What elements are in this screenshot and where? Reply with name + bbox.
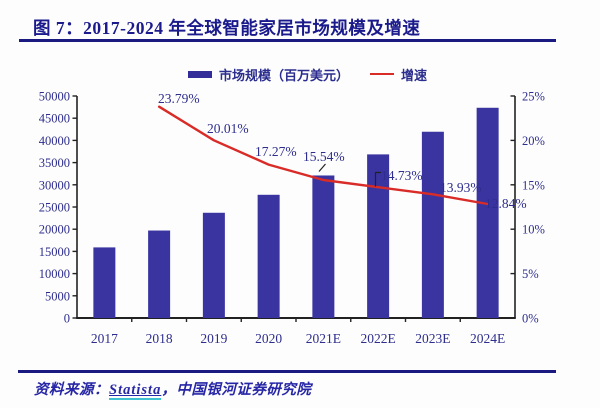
chart-canvas: 0 5000 10000 15000 20000 25000 30000 35000 40000…	[39, 90, 545, 347]
line-legend-label: 增速	[401, 67, 428, 83]
bar-2024E	[476, 107, 499, 319]
title-prefix: 图 7：2017-2024 年全球	[33, 18, 223, 38]
bar-legend-swatch	[188, 70, 212, 78]
left-tick-label: 20000	[39, 223, 70, 237]
left-tick-label: 45000	[39, 112, 70, 126]
leader-line	[374, 171, 381, 187]
source-label: 资料来源：	[34, 382, 109, 398]
bar-2022E	[367, 154, 390, 318]
growth-label: 15.54%	[303, 149, 345, 164]
left-tick-label: 35000	[39, 156, 70, 170]
source-line: 资料来源：Statista，中国银河证券研究院	[34, 378, 312, 400]
category-label: 2021E	[306, 331, 341, 346]
leader-line	[318, 163, 326, 172]
left-tick-label: 40000	[39, 134, 70, 148]
right-tick-label: 5%	[522, 267, 539, 281]
left-tick-label: 50000	[39, 90, 70, 104]
left-tick-label: 5000	[45, 289, 70, 303]
title-highlight: 智能家居	[222, 18, 295, 41]
bar-2017	[93, 247, 116, 318]
category-label: 2019	[200, 331, 227, 346]
growth-line	[157, 105, 489, 206]
bar-2023E	[421, 131, 444, 318]
growth-label: 13.93%	[440, 180, 482, 195]
figure-title: 图 7：2017-2024 年全球智能家居市场规模及增速	[33, 15, 573, 41]
left-tick-label: 25000	[39, 201, 70, 215]
source-rest: ，中国银河证券研究院	[161, 382, 312, 398]
left-tick-label: 10000	[39, 267, 70, 281]
bar-2018	[148, 230, 171, 318]
growth-label: 23.79%	[158, 91, 200, 106]
growth-label: 20.01%	[207, 121, 249, 136]
bar-2020	[257, 194, 280, 318]
category-label: 2023E	[415, 331, 450, 346]
left-tick-label: 15000	[39, 245, 70, 259]
right-tick-label: 10%	[522, 223, 545, 237]
category-label: 2018	[146, 331, 173, 346]
left-tick-label: 30000	[39, 178, 70, 192]
line-legend-swatch	[370, 73, 395, 75]
source-link[interactable]: Statista	[109, 382, 162, 400]
growth-label: 17.27%	[255, 144, 297, 159]
footer-rule	[18, 370, 556, 373]
right-tick-label: 15%	[522, 178, 545, 192]
category-label: 2017	[91, 331, 118, 346]
category-label: 2020	[255, 331, 282, 346]
bar-2021E	[312, 175, 335, 318]
right-tick-label: 25%	[522, 90, 545, 104]
bar-legend-label: 市场规模（百万美元）	[219, 67, 350, 83]
right-tick-label: 0%	[522, 312, 539, 326]
chart-legend: 市场规模（百万美元） 增速	[188, 65, 427, 83]
growth-label: 12.84%	[485, 196, 527, 211]
bar-2019	[202, 212, 225, 318]
title-underline	[19, 39, 556, 42]
category-label: 2024E	[470, 331, 505, 346]
left-tick-label: 0	[64, 312, 70, 326]
right-tick-label: 20%	[522, 134, 545, 148]
title-suffix: 市场规模及增速	[294, 18, 421, 38]
growth-label: 14.73%	[381, 168, 423, 183]
category-label: 2022E	[361, 331, 396, 346]
